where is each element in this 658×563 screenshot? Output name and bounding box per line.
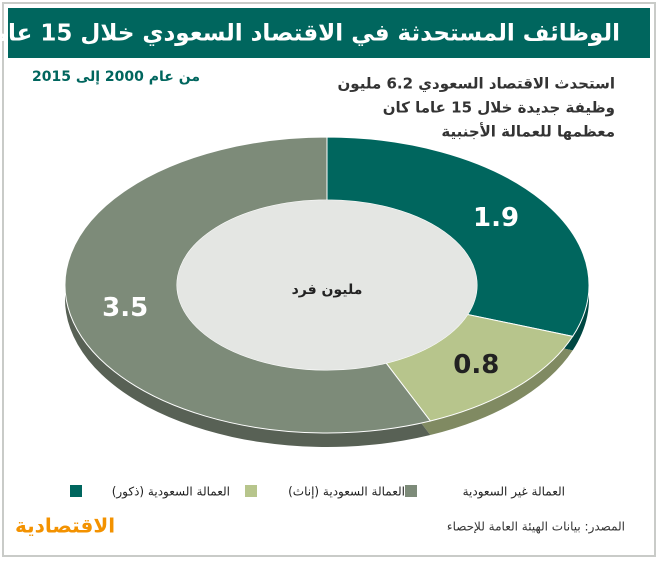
legend-swatch: [70, 485, 82, 497]
donut-hole: [177, 200, 477, 370]
chart-title: الوظائف المستحدثة في الاقتصاد السعودي خل…: [0, 21, 620, 47]
data-label: 3.5: [102, 293, 148, 323]
annotation: وظيفة جديدة خلال 15 عاما كان: [383, 99, 615, 117]
legend-swatch: [405, 485, 417, 497]
center-label: مليون فرد: [292, 282, 363, 298]
data-label: 1.9: [473, 203, 519, 233]
logo: الاقتصادية: [15, 514, 115, 538]
title-bar: [8, 8, 650, 58]
donut: مليون فرد 1.9 0.8 3.5: [64, 136, 590, 448]
legend-label: العمالة السعودية (ذكور): [112, 485, 230, 500]
legend: العمالة السعودية (ذكور) العمالة السعودية …: [70, 485, 565, 500]
annotation: استحدث الاقتصاد السعودي 6.2 مليون: [338, 75, 616, 94]
legend-label: العمالة السعودية (إناث): [288, 485, 405, 500]
source: المصدر: بيانات الهيئة العامة للإحصاء: [447, 520, 625, 535]
data-label: 0.8: [453, 350, 499, 380]
legend-label: العمالة غير السعودية: [463, 485, 565, 500]
legend-swatch: [245, 485, 257, 497]
annotation: معظمها للعمالة الأجنبية: [441, 123, 615, 141]
subtitle: من عام 2000 إلى 2015: [32, 69, 200, 85]
